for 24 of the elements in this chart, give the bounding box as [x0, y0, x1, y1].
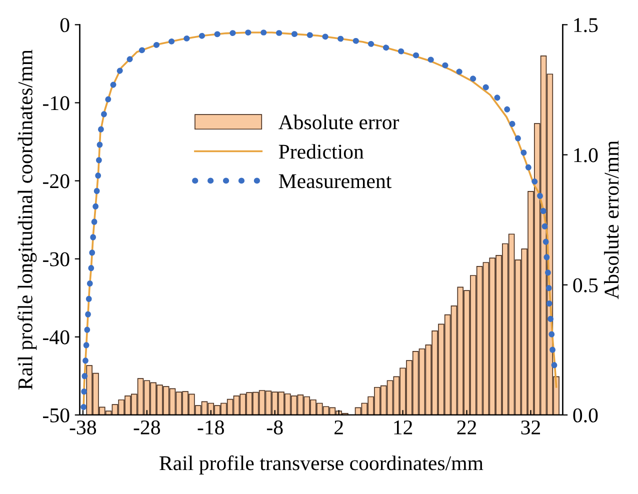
y-tick-label: -30 [43, 252, 70, 266]
x-tick-label: -8 [266, 420, 283, 434]
x-tick-label: 22 [457, 420, 476, 434]
x-tick-label: -38 [70, 420, 96, 434]
y-tick-label: -20 [43, 174, 70, 188]
y2-tick-label: 0.5 [573, 278, 598, 292]
y2-tick-label: 1.0 [574, 148, 598, 162]
x-tick-label: -28 [134, 420, 160, 434]
y-tick-label: -40 [43, 330, 70, 344]
y-tick-label: -50 [43, 408, 70, 422]
legend-label: Absolute error [278, 114, 400, 130]
y-tick-label: -10 [43, 96, 70, 110]
y2-tick-label: 1.5 [574, 18, 598, 32]
x-tick-label: 32 [521, 420, 540, 434]
x-tick-label: 2 [334, 420, 343, 434]
y2-tick-label: 0.0 [573, 408, 598, 422]
x-axis-title: Rail profile transverse coordinates/mm [160, 455, 484, 474]
legend-label: Measurement [278, 174, 392, 188]
y-axis-title: Rail profile longitudinal coordinates/mm [18, 50, 37, 390]
x-tick-label: 12 [394, 420, 412, 434]
y2-axis-title: Absolute error/mm [604, 140, 619, 300]
legend-label: Prediction [278, 144, 364, 159]
x-tick-label: -18 [198, 420, 224, 434]
y-tick-label: 0 [60, 18, 70, 32]
